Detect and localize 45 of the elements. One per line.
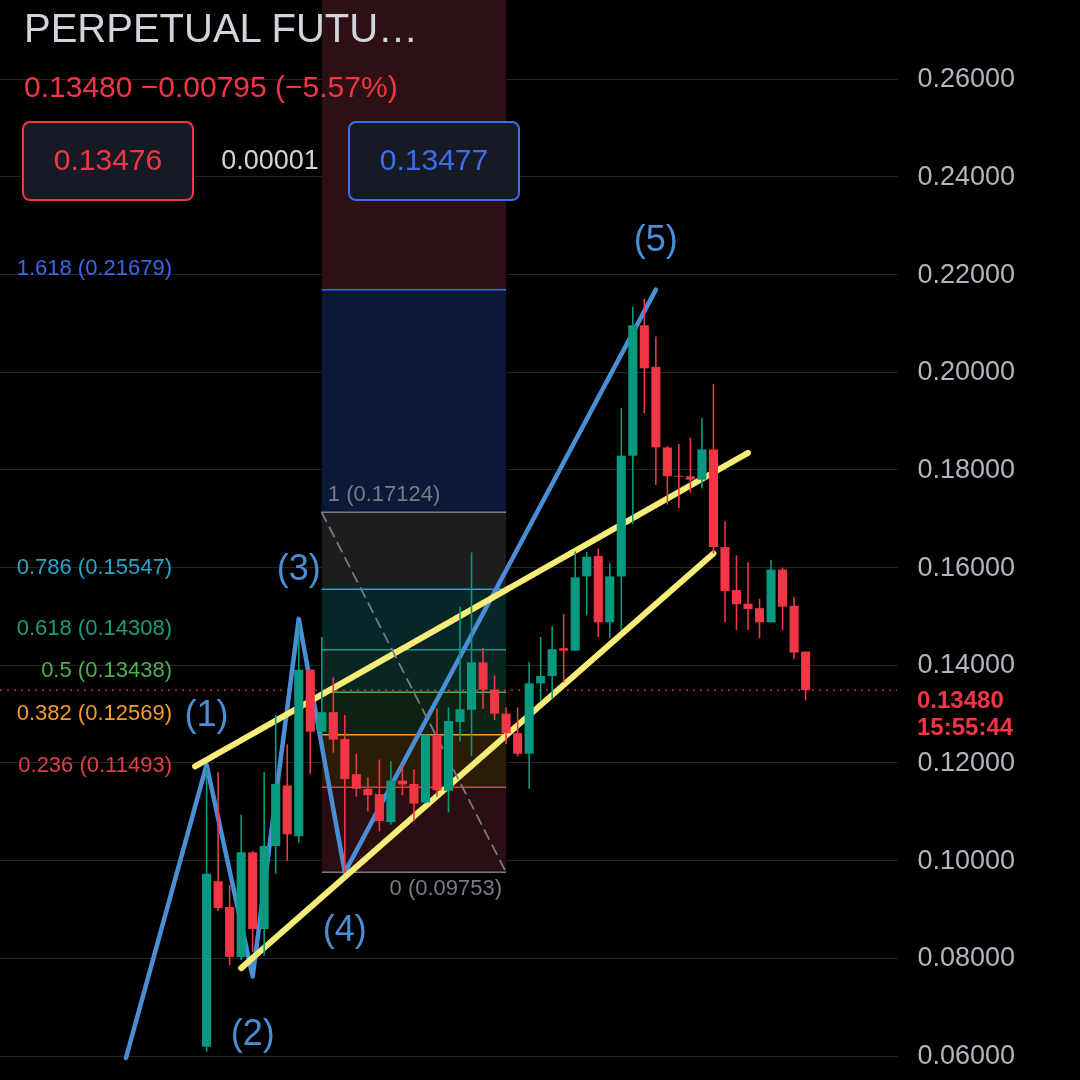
y-tick-label: 0.14000: [917, 649, 1016, 680]
annotation: (3): [276, 546, 321, 588]
ref-line-label: 0 (0.09753): [389, 875, 503, 901]
candlestick: [409, 768, 419, 822]
candlestick: [743, 561, 753, 631]
y-tick-label: 0.24000: [917, 160, 1016, 191]
ref-line-label: 0.13480 15:55:44: [917, 686, 1014, 741]
ref-line-label: 0.786 (0.15547): [16, 554, 172, 580]
candlestick: [513, 706, 523, 757]
annotation: (4): [322, 908, 367, 950]
y-tick-label: 0.18000: [917, 453, 1016, 484]
chart-title: PERPETUAL FUTU…: [24, 6, 419, 50]
annotation: 0.00001: [221, 145, 319, 175]
candlestick: [455, 605, 465, 743]
y-tick-label: 0.12000: [917, 746, 1016, 777]
ref-line-label: 0.236 (0.11493): [18, 752, 172, 778]
candlestick: [731, 554, 742, 631]
ref-line-label: 0.618 (0.14308): [16, 614, 172, 640]
candlestick: [674, 443, 684, 509]
y-tick-label: 0.06000: [917, 1040, 1016, 1071]
candlestick: [754, 598, 765, 640]
ref-line-label: 0.5 (0.13438): [41, 657, 172, 683]
y-tick-label: 0.20000: [917, 356, 1016, 387]
annotation: (2): [230, 1012, 275, 1054]
text: 0.13480 −0.00795 (−5.57%): [24, 70, 398, 103]
candlestick: [582, 551, 592, 617]
ref-line-label: 1.618 (0.21679): [16, 254, 172, 280]
candlestick: [317, 636, 327, 736]
candlestick: [685, 436, 695, 494]
annotation: 0.13477: [379, 143, 489, 176]
candlestick: [363, 776, 373, 813]
y-tick-label: 0.22000: [917, 258, 1016, 289]
annotation: 0.13476: [53, 143, 163, 176]
y-tick-label: 0.26000: [917, 63, 1016, 94]
candlestick: [559, 613, 569, 684]
candlestick: [536, 636, 546, 702]
y-tick-label: 0.08000: [917, 942, 1016, 973]
annotation: (5): [633, 217, 678, 259]
y-tick-label: 0.16000: [917, 551, 1016, 582]
annotation: (1): [184, 692, 229, 734]
candlestick: [351, 752, 361, 798]
ref-line-label: 1 (0.17124): [327, 481, 441, 507]
ref-line-label: 0.382 (0.12569): [16, 699, 172, 725]
y-tick-label: 0.10000: [917, 844, 1016, 875]
candlestick: [501, 706, 511, 745]
